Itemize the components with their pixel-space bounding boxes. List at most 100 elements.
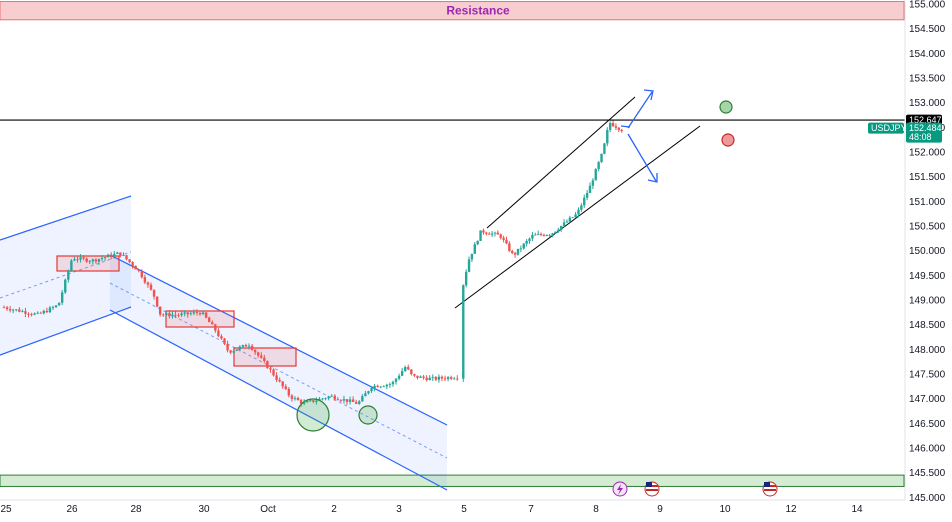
- x-tick-label: 14: [851, 504, 863, 515]
- candle: [158, 306, 162, 317]
- candle: [488, 232, 491, 235]
- ascending-channel-upper-line: [486, 96, 636, 229]
- candle: [614, 123, 618, 131]
- x-tick-label: 26: [66, 504, 78, 515]
- candle-body: [183, 312, 186, 314]
- candle: [143, 274, 147, 285]
- candle: [269, 366, 272, 373]
- candle-body: [440, 376, 444, 379]
- candle: [355, 399, 358, 405]
- candle-body: [456, 378, 459, 380]
- y-tick-label: 148.500: [909, 320, 946, 331]
- x-tick-label: 25: [0, 504, 12, 515]
- candle: [290, 394, 294, 402]
- candle-body: [443, 378, 447, 380]
- candle-body: [152, 289, 156, 297]
- y-axis-ticks[interactable]: 155.000154.500154.000153.500153.000152.5…: [909, 0, 946, 504]
- us-flag-icon[interactable]: [644, 481, 660, 497]
- candle-body: [528, 238, 531, 241]
- candle-body: [361, 396, 364, 402]
- candle: [490, 231, 494, 237]
- candle-body: [434, 377, 438, 380]
- candle: [428, 375, 431, 381]
- candle: [70, 259, 73, 272]
- candle-body: [253, 349, 257, 353]
- ascending-channel-lower-line: [454, 125, 701, 309]
- candle-body: [557, 229, 560, 232]
- candle-body: [407, 367, 410, 370]
- candle-body: [606, 129, 609, 144]
- candle: [519, 245, 523, 253]
- x-tick-label: 28: [130, 504, 142, 515]
- candle-body: [611, 123, 615, 127]
- candle: [106, 253, 110, 258]
- candle: [88, 259, 91, 265]
- candle-body: [76, 259, 79, 261]
- red-signal-marker[interactable]: [721, 133, 735, 147]
- candle: [476, 240, 479, 246]
- green-signal-marker[interactable]: [719, 100, 733, 114]
- candle: [470, 253, 474, 263]
- symbol-price-tag: USDJPY 152.484 48:08: [868, 122, 942, 143]
- candle-body: [548, 234, 551, 236]
- candle: [162, 313, 165, 317]
- candle: [275, 372, 278, 383]
- candle-body: [290, 395, 294, 399]
- candle: [505, 236, 508, 245]
- resistance-label: Resistance: [446, 4, 510, 18]
- candle-body: [620, 129, 623, 132]
- y-tick-label: 148.000: [909, 345, 946, 356]
- y-tick-label: 146.500: [909, 419, 946, 430]
- candle-body: [513, 252, 517, 255]
- candle-body: [597, 162, 600, 170]
- candle-body: [370, 388, 373, 392]
- candle-body: [208, 317, 211, 323]
- candle-body: [339, 400, 343, 401]
- candle-body: [247, 345, 251, 347]
- price-tag-background: [906, 122, 942, 143]
- candle: [422, 375, 425, 380]
- candle-body: [5, 307, 9, 310]
- candle: [183, 310, 186, 317]
- candle: [67, 269, 70, 283]
- candle-body: [186, 312, 189, 315]
- swing-low-circle-1: [296, 398, 330, 432]
- us-flag-icon[interactable]: [762, 481, 778, 497]
- candle: [597, 161, 600, 172]
- candle-body: [201, 312, 205, 315]
- candle: [85, 257, 88, 263]
- candle: [54, 304, 58, 308]
- candle-body: [525, 240, 528, 244]
- candle-body: [470, 253, 474, 260]
- candle: [557, 227, 560, 233]
- candle: [287, 387, 291, 398]
- candle: [201, 310, 205, 315]
- candle: [440, 375, 444, 382]
- x-axis-ticks[interactable]: 25 26 28 30 Oct 2 3 5 7 8 9 10 12 14: [0, 504, 863, 515]
- candle-body: [410, 369, 413, 375]
- lightning-icon[interactable]: [612, 481, 628, 497]
- candle: [223, 337, 226, 346]
- candle-body: [2, 307, 6, 309]
- candle-body: [79, 257, 82, 260]
- candle-body: [404, 367, 407, 372]
- candle-body: [109, 254, 113, 257]
- left-channel-upper-line: [0, 195, 132, 241]
- candle: [189, 311, 193, 316]
- candle-body: [614, 126, 618, 128]
- candle: [60, 290, 64, 305]
- candle: [94, 258, 98, 264]
- candle: [482, 228, 485, 235]
- candle-body: [195, 312, 199, 314]
- candle: [367, 390, 370, 395]
- plot-background[interactable]: [0, 0, 905, 500]
- candle: [404, 365, 407, 372]
- candle-body: [565, 221, 569, 223]
- candle-body: [324, 398, 327, 400]
- left-ascending-channel-fill: [0, 196, 131, 355]
- candle-body: [299, 400, 303, 404]
- y-tick-label: 150.000: [909, 246, 946, 257]
- candle: [235, 349, 238, 352]
- candle-body: [57, 302, 61, 306]
